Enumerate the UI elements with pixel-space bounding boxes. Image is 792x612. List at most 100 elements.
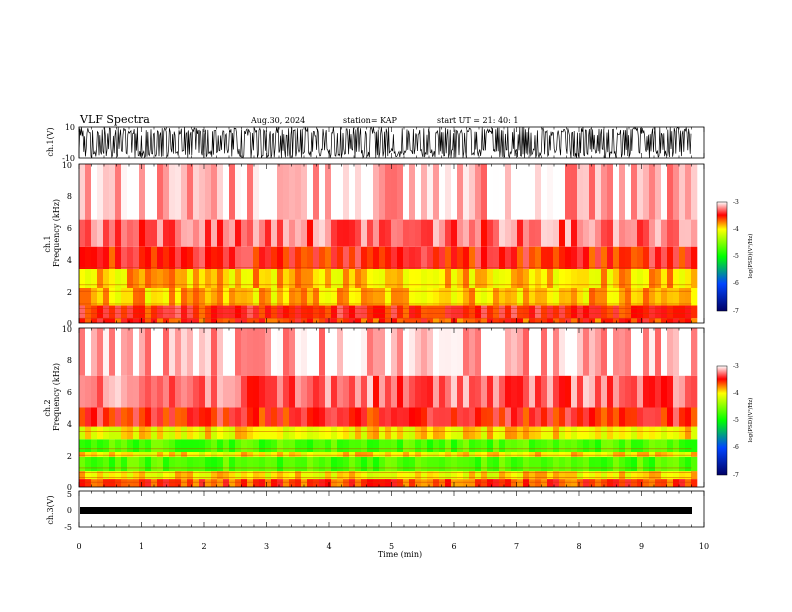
spectrogram-cell-670 bbox=[391, 164, 398, 220]
spectrogram-cell-782 bbox=[445, 375, 452, 408]
spectrogram-cell-202 bbox=[673, 471, 680, 479]
spectrogram-cell-261 bbox=[409, 456, 416, 472]
spectrogram-cell-605 bbox=[619, 426, 626, 440]
spectrogram-cell-578 bbox=[457, 426, 464, 440]
spectrogram-cell-312 bbox=[97, 452, 104, 457]
spectrogram-cell-204 bbox=[685, 305, 692, 319]
spectrogram-cell-853 bbox=[253, 328, 260, 376]
spectrogram-cell-364 bbox=[409, 268, 416, 288]
spectrogram-cell-453 bbox=[325, 439, 332, 452]
spectrogram-cell-164 bbox=[445, 305, 452, 319]
spectrogram-cell-628 bbox=[139, 164, 146, 220]
ch3-ytick-5: 5 bbox=[67, 490, 72, 499]
spectrogram-cell-668 bbox=[379, 407, 386, 427]
spectrogram-cell-738 bbox=[181, 375, 188, 408]
spectrogram-cell-553 bbox=[307, 219, 314, 247]
spectrogram-cell-191 bbox=[607, 305, 614, 319]
spectrogram-cell-17 bbox=[181, 318, 188, 323]
spectrogram-cell-27 bbox=[241, 318, 248, 323]
spectrogram-cell-71 bbox=[505, 318, 512, 323]
spectrogram-cell-692 bbox=[523, 407, 530, 427]
spectrogram-cell-539 bbox=[223, 219, 230, 247]
spectrogram-cell-51 bbox=[385, 479, 392, 487]
spectrogram-cell-167 bbox=[463, 305, 470, 319]
spectrogram-cell-194 bbox=[625, 471, 632, 479]
spectrogram-cell-710 bbox=[631, 164, 638, 220]
ch2-spectrogram bbox=[79, 328, 698, 487]
spectrogram-cell-141 bbox=[307, 305, 314, 319]
spectrogram-cell-2 bbox=[91, 318, 98, 323]
spectrogram-cell-838 bbox=[163, 328, 170, 376]
spectrogram-cell-85 bbox=[589, 318, 596, 323]
spectrogram-cell-89 bbox=[613, 479, 620, 487]
spectrogram-cell-428 bbox=[175, 439, 182, 452]
spectrogram-cell-239 bbox=[277, 288, 284, 306]
spectrogram-cell-326 bbox=[181, 268, 188, 288]
spectrogram-cell-864 bbox=[319, 328, 326, 376]
spectrogram-cell-753 bbox=[271, 375, 278, 408]
spectrogram-cell-486 bbox=[523, 246, 530, 269]
spectrogram-cell-476 bbox=[463, 439, 470, 452]
spectrogram-cell-542 bbox=[241, 426, 248, 440]
spectrogram-cell-480 bbox=[487, 439, 494, 452]
spectrogram-cell-411 bbox=[691, 452, 698, 457]
spectrogram-cell-33 bbox=[277, 479, 284, 487]
spectrogram-cell-675 bbox=[421, 407, 428, 427]
spectrogram-cell-220 bbox=[163, 288, 170, 306]
spectrogram-cell-55 bbox=[409, 479, 416, 487]
spectrogram-cell-248 bbox=[331, 456, 338, 472]
spectrogram-cell-898 bbox=[523, 328, 530, 376]
spectrogram-cell-697 bbox=[553, 407, 560, 427]
spectrogram-cell-566 bbox=[385, 219, 392, 247]
spectrogram-cell-251 bbox=[349, 288, 356, 306]
spectrogram-cell-604 bbox=[613, 219, 620, 247]
spectrogram-cell-396 bbox=[601, 452, 608, 457]
spectrogram-cell-680 bbox=[451, 407, 458, 427]
spectrogram-cell-462 bbox=[379, 439, 386, 452]
spectrogram-cell-337 bbox=[247, 268, 254, 288]
spectrogram-cell-820 bbox=[673, 375, 680, 408]
spectrogram-cell-583 bbox=[487, 426, 494, 440]
spectrogram-cell-384 bbox=[529, 452, 536, 457]
spectrogram-cell-285 bbox=[553, 288, 560, 306]
spectrogram-cell-717 bbox=[673, 164, 680, 220]
spectrogram-cell-430 bbox=[187, 439, 194, 452]
spectrogram-cell-777 bbox=[415, 375, 422, 408]
spectrogram-cell-123 bbox=[199, 471, 206, 479]
spectrogram-cell-136 bbox=[277, 305, 284, 319]
spectrogram-cell-586 bbox=[505, 219, 512, 247]
spectrogram-cell-499 bbox=[601, 439, 608, 452]
spectrogram-cell-83 bbox=[577, 479, 584, 487]
spectrogram-cell-163 bbox=[439, 305, 446, 319]
ch2-spectrogram-panel: 0 2 4 6 8 10 ch.2 Frequency (kHz) bbox=[43, 325, 705, 492]
spectrogram-cell-390 bbox=[565, 452, 572, 457]
spectrogram-cell-65 bbox=[469, 479, 476, 487]
spectrogram-cell-399 bbox=[619, 452, 626, 457]
spectrogram-cell-196 bbox=[637, 305, 644, 319]
spectrogram-cell-29 bbox=[253, 479, 260, 487]
spectrogram-cell-291 bbox=[589, 288, 596, 306]
spectrogram-cell-783 bbox=[451, 375, 458, 408]
spectrogram-cell-418 bbox=[115, 439, 122, 452]
spectrogram-cell-163 bbox=[439, 471, 446, 479]
spectrogram-cell-461 bbox=[373, 246, 380, 269]
spectrogram-cell-262 bbox=[415, 456, 422, 472]
spectrogram-cell-602 bbox=[601, 219, 608, 247]
spectrogram-cell-625 bbox=[121, 407, 128, 427]
spectrogram-cell-132 bbox=[253, 305, 260, 319]
spectrogram-cell-107 bbox=[103, 471, 110, 479]
spectrogram-cell-893 bbox=[493, 328, 500, 376]
spectrogram-cell-209 bbox=[97, 456, 104, 472]
spectrogram-cell-402 bbox=[637, 452, 644, 457]
spectrogram-cell-289 bbox=[577, 288, 584, 306]
spectrogram-cell-252 bbox=[355, 288, 362, 306]
spectrogram-cell-300 bbox=[643, 288, 650, 306]
spectrogram-cell-466 bbox=[403, 439, 410, 452]
spectrogram-cell-479 bbox=[481, 246, 488, 269]
spectrogram-cell-379 bbox=[499, 268, 506, 288]
spectrogram-cell-549 bbox=[283, 426, 290, 440]
spectrogram-cell-806 bbox=[589, 375, 596, 408]
spectrogram-cell-595 bbox=[559, 219, 566, 247]
spectrogram-cell-2 bbox=[91, 479, 98, 487]
spectrogram-cell-651 bbox=[277, 164, 284, 220]
